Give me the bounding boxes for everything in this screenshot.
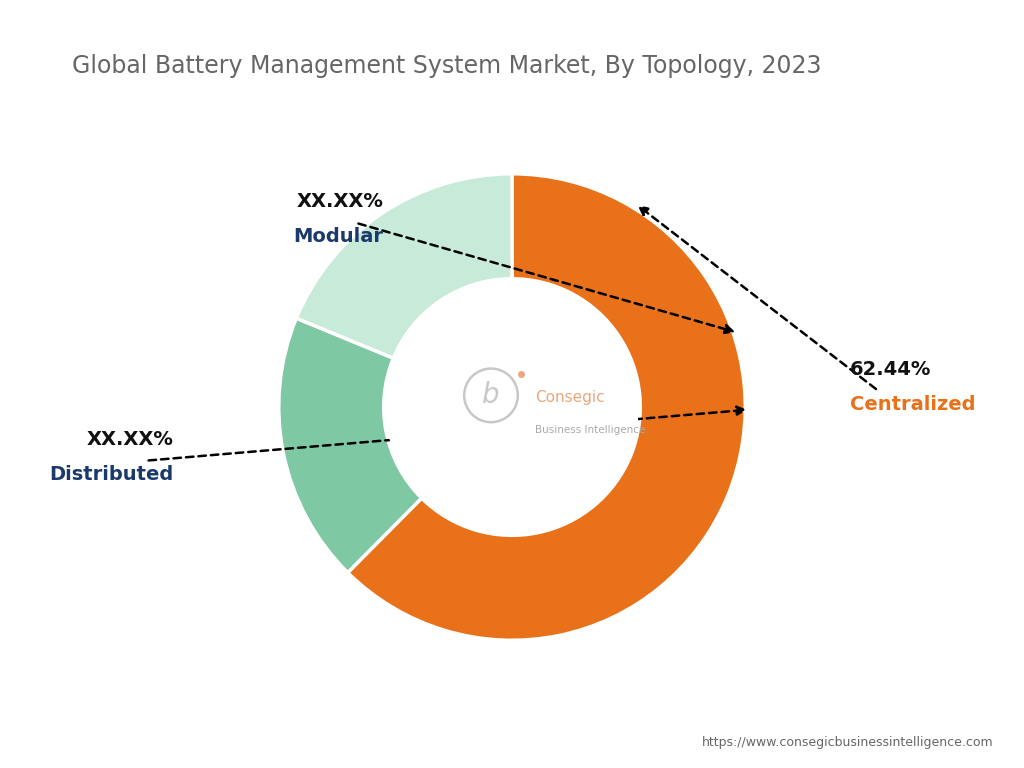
Text: Distributed: Distributed xyxy=(49,465,174,484)
Text: https://www.consegicbusinessintelligence.com: https://www.consegicbusinessintelligence… xyxy=(701,736,993,749)
Wedge shape xyxy=(279,318,422,573)
Text: 62.44%: 62.44% xyxy=(850,360,932,379)
Text: Business Intelligence: Business Intelligence xyxy=(536,425,646,435)
Circle shape xyxy=(386,281,638,533)
Text: Global Battery Management System Market, By Topology, 2023: Global Battery Management System Market,… xyxy=(72,54,821,78)
Text: Centralized: Centralized xyxy=(850,396,976,414)
Wedge shape xyxy=(296,174,512,358)
Text: b: b xyxy=(482,382,500,409)
Text: Consegic: Consegic xyxy=(536,390,605,406)
Text: XX.XX%: XX.XX% xyxy=(297,192,384,211)
Text: XX.XX%: XX.XX% xyxy=(87,430,174,449)
Wedge shape xyxy=(348,174,745,641)
Text: Modular: Modular xyxy=(294,227,384,247)
